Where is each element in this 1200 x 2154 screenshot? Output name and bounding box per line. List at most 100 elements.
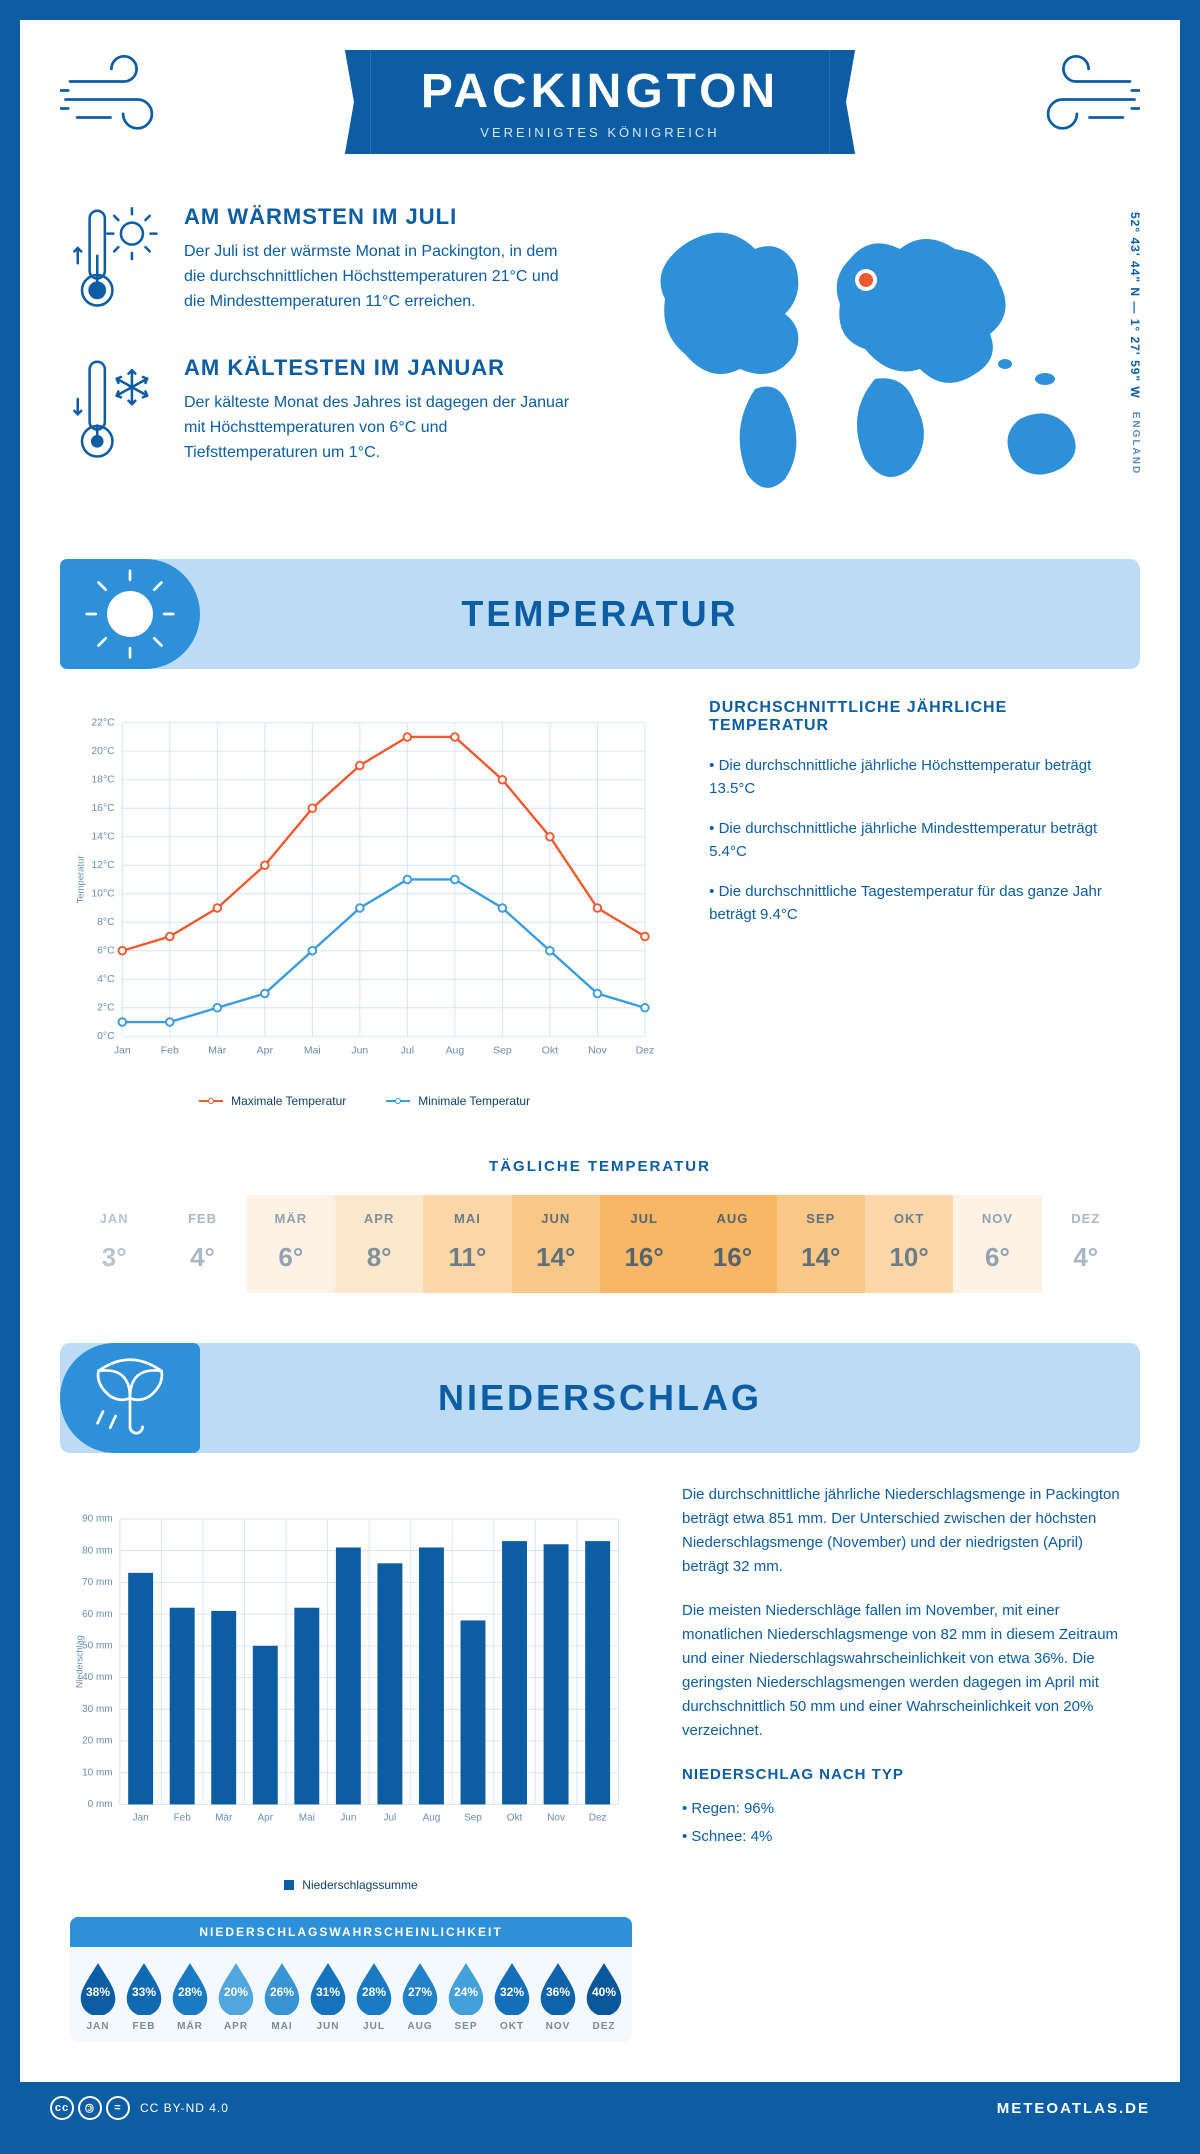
precip-p2: Die meisten Niederschläge fallen im Nove… [682,1599,1130,1743]
svg-text:16°C: 16°C [91,803,115,814]
thermometer-snow-icon [70,355,160,470]
prob-title: NIEDERSCHLAGSWAHRSCHEINLICHKEIT [70,1917,632,1947]
temp-banner: TEMPERATUR [60,559,1140,669]
svg-text:10 mm: 10 mm [82,1767,112,1778]
temp-info-title: DURCHSCHNITTLICHE JÄHRLICHE TEMPERATUR [709,699,1130,735]
svg-text:20 mm: 20 mm [82,1736,112,1747]
temp-cell: NOV6° [953,1195,1041,1293]
svg-text:70 mm: 70 mm [82,1577,112,1588]
prob-cell: 28% MÄR [168,1961,212,2032]
raindrop-icon: 24% [444,1961,488,2015]
svg-text:Jun: Jun [351,1045,368,1056]
warmest-text: Der Juli ist der wärmste Monat in Packin… [184,240,580,314]
svg-text:Apr: Apr [258,1813,274,1824]
coords-sub: ENGLAND [1130,412,1141,475]
temp-cell: MAI11° [423,1195,511,1293]
prob-cell: 36% NOV [536,1961,580,2032]
prob-cell: 26% MAI [260,1961,304,2032]
precip-type-2: • Schnee: 4% [682,1825,1130,1849]
raindrop-icon: 40% [582,1961,626,2015]
svg-text:Nov: Nov [588,1045,607,1056]
legend-max: Maximale Temperatur [231,1094,346,1108]
prob-cell: 20% APR [214,1961,258,2032]
temp-cell: AUG16° [688,1195,776,1293]
svg-text:10°C: 10°C [91,889,115,900]
prob-cell: 40% DEZ [582,1961,626,2032]
svg-text:Okt: Okt [507,1813,523,1824]
svg-text:0 mm: 0 mm [88,1799,113,1810]
precip-chart: 0 mm10 mm20 mm30 mm40 mm50 mm60 mm70 mm8… [70,1483,632,2042]
svg-text:Jan: Jan [133,1813,149,1824]
svg-text:12°C: 12°C [91,860,115,871]
footer: cc 🄯 = CC BY-ND 4.0 METEOATLAS.DE [20,2082,1180,2134]
coldest-fact: AM KÄLTESTEN IM JANUAR Der kälteste Mona… [70,355,580,470]
svg-text:Sep: Sep [464,1813,482,1824]
header: PACKINGTON VEREINIGTES KÖNIGREICH [20,20,1180,174]
intro-section: AM WÄRMSTEN IM JULI Der Juli ist der wär… [20,174,1180,549]
prob-cell: 33% FEB [122,1961,166,2032]
prob-cell: 38% JAN [76,1961,120,2032]
temp-info-b3: • Die durchschnittliche Tagestemperatur … [709,881,1130,926]
umbrella-icon [60,1343,200,1453]
svg-text:Aug: Aug [423,1813,441,1824]
svg-text:Feb: Feb [161,1045,179,1056]
warmest-title: AM WÄRMSTEN IM JULI [184,204,580,230]
prob-cell: 32% OKT [490,1961,534,2032]
temp-legend: Maximale Temperatur Minimale Temperatur [70,1094,659,1108]
svg-text:Temperatur: Temperatur [75,855,86,903]
temp-cell: JUL16° [600,1195,688,1293]
temp-info-b2: • Die durchschnittliche jährliche Mindes… [709,818,1130,863]
svg-text:Okt: Okt [542,1045,558,1056]
page-subtitle: VEREINIGTES KÖNIGREICH [421,125,779,140]
temp-cell: MÄR6° [247,1195,335,1293]
raindrop-icon: 33% [122,1961,166,2015]
svg-text:80 mm: 80 mm [82,1545,112,1556]
svg-text:4°C: 4°C [97,974,115,985]
prob-cell: 27% AUG [398,1961,442,2032]
svg-text:Dez: Dez [589,1813,607,1824]
raindrop-icon: 27% [398,1961,442,2015]
svg-text:8°C: 8°C [97,917,115,928]
svg-text:0°C: 0°C [97,1031,115,1042]
svg-text:2°C: 2°C [97,1003,115,1014]
thermometer-sun-icon [70,204,160,319]
svg-text:20°C: 20°C [91,746,115,757]
svg-text:Apr: Apr [257,1045,274,1056]
raindrop-icon: 28% [168,1961,212,2015]
svg-text:18°C: 18°C [91,775,115,786]
temp-cell: APR8° [335,1195,423,1293]
svg-text:22°C: 22°C [91,718,115,729]
daily-temp-strip: JAN3°FEB4°MÄR6°APR8°MAI11°JUN14°JUL16°AU… [70,1195,1130,1293]
svg-text:Jun: Jun [340,1813,356,1824]
precip-info: Die durchschnittliche jährliche Niedersc… [682,1483,1130,2042]
temp-cell: JUN14° [512,1195,600,1293]
cc-icons: cc 🄯 = [50,2096,130,2120]
prob-cell: 31% JUN [306,1961,350,2032]
svg-text:Mär: Mär [215,1813,233,1824]
coords: 52° 43' 44" N — 1° 27' 59" W ENGLAND [1128,204,1142,484]
precip-p1: Die durchschnittliche jährliche Niedersc… [682,1483,1130,1579]
precip-legend: Niederschlagssumme [70,1878,632,1892]
precip-banner: NIEDERSCHLAG [60,1343,1140,1453]
title-ribbon: PACKINGTON VEREINIGTES KÖNIGREICH [371,50,829,154]
svg-text:Jan: Jan [114,1045,131,1056]
svg-text:40 mm: 40 mm [82,1672,112,1683]
wind-icon [60,50,170,145]
precip-type-title: NIEDERSCHLAG NACH TYP [682,1763,1130,1787]
world-map [620,204,1130,504]
raindrop-icon: 28% [352,1961,396,2015]
coldest-title: AM KÄLTESTEN IM JANUAR [184,355,580,381]
legend-precip: Niederschlagssumme [302,1878,417,1892]
svg-text:Aug: Aug [446,1045,465,1056]
warmest-fact: AM WÄRMSTEN IM JULI Der Juli ist der wär… [70,204,580,319]
raindrop-icon: 36% [536,1961,580,2015]
temp-cell: DEZ4° [1042,1195,1130,1293]
temp-cell: OKT10° [865,1195,953,1293]
raindrop-icon: 31% [306,1961,350,2015]
svg-text:Sep: Sep [493,1045,512,1056]
page: PACKINGTON VEREINIGTES KÖNIGREICH [0,0,1200,2154]
svg-text:60 mm: 60 mm [82,1609,112,1620]
svg-text:90 mm: 90 mm [82,1514,112,1525]
temp-cell: JAN3° [70,1195,158,1293]
raindrop-icon: 38% [76,1961,120,2015]
